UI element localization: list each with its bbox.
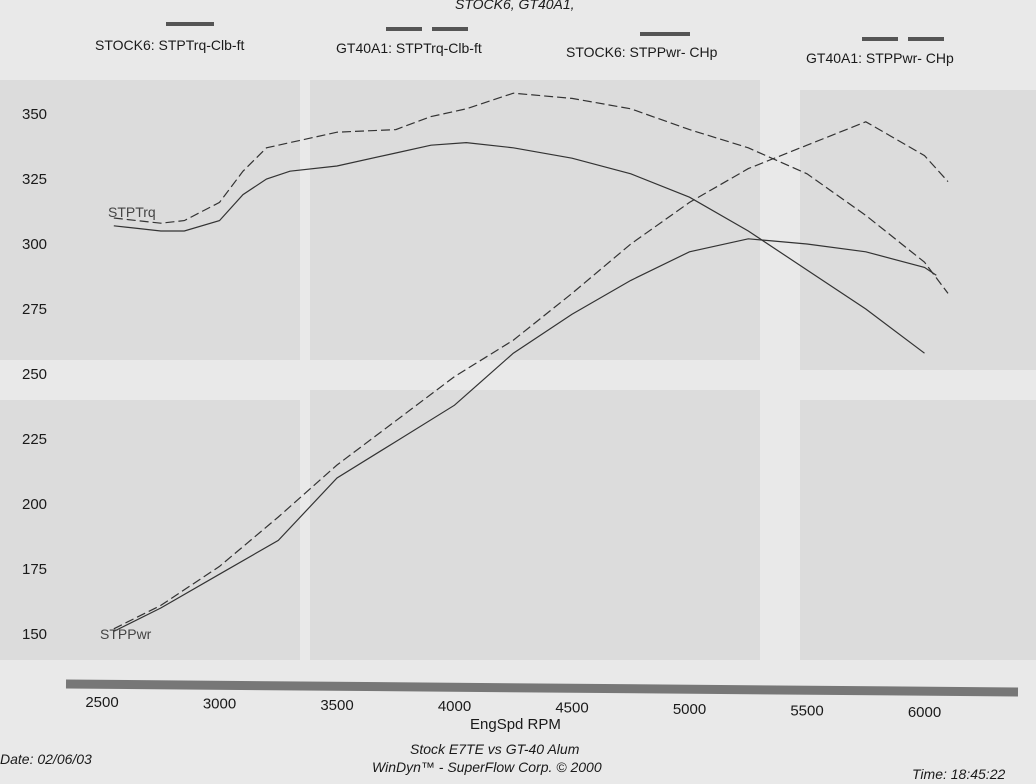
y-tick-label: 350 [22, 106, 47, 123]
y-tick-label: 250 [22, 366, 47, 383]
y-tick-label: 200 [22, 496, 47, 513]
footer-subtitle: Stock E7TE vs GT-40 Alum [410, 741, 580, 757]
background-block [800, 400, 1036, 660]
x-tick-label: 3000 [203, 695, 236, 712]
series-line-stock6-torque [113, 141, 925, 354]
series-line-gt40a1-torque [113, 92, 949, 294]
y-tick-label: 275 [22, 301, 47, 318]
legend-label-stock6-power: STOCK6: STPPwr- CHp [566, 44, 718, 60]
x-tick-label: 5000 [673, 701, 706, 718]
background-block [0, 400, 300, 660]
annotation-stptrq: STPTrq [108, 204, 156, 220]
y-tick-label: 150 [22, 626, 47, 643]
footer-time: Time: 18:45:22 [912, 766, 1006, 782]
series-line-stock6-power [113, 238, 937, 632]
x-tick-label: 2500 [85, 694, 118, 711]
y-tick-label: 175 [22, 561, 47, 578]
y-tick-label: 225 [22, 431, 47, 448]
legend-label-gt40a1-power: GT40A1: STPPwr- CHp [806, 50, 954, 66]
x-tick-label: 5500 [790, 702, 823, 719]
x-axis-label: EngSpd RPM [470, 716, 561, 733]
background-block [800, 90, 1036, 370]
annotation-stppwr: STPPwr [100, 626, 152, 642]
series-line-gt40a1-power [113, 121, 949, 630]
background-block [310, 390, 760, 660]
legend-label-stock6-torque: STOCK6: STPTrq-Clb-ft [95, 37, 245, 53]
footer-date: Date: 02/06/03 [0, 751, 92, 767]
background-block [0, 80, 300, 360]
chart-title: STOCK6, GT40A1, [455, 0, 575, 12]
x-tick-label: 4500 [555, 700, 588, 717]
background-block [310, 80, 760, 360]
footer-software: WinDyn™ - SuperFlow Corp. © 2000 [372, 759, 602, 775]
x-axis-bar [65, 679, 1019, 697]
legend-label-gt40a1-torque: GT40A1: STPTrq-Clb-ft [336, 40, 482, 56]
x-tick-label: 4000 [438, 698, 471, 715]
x-tick-label: 6000 [908, 704, 941, 721]
y-tick-label: 300 [22, 236, 47, 253]
x-tick-label: 3500 [320, 697, 353, 714]
y-tick-label: 325 [22, 171, 47, 188]
